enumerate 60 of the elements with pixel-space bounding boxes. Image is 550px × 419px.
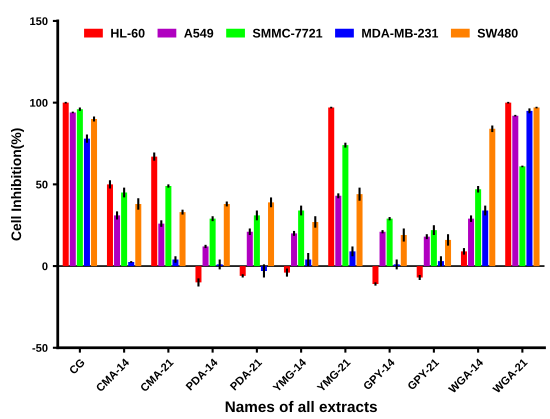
bar (128, 262, 134, 266)
bar (356, 194, 363, 266)
bar (246, 232, 253, 266)
bar (534, 108, 540, 266)
bar (195, 266, 202, 282)
bar (380, 232, 386, 266)
y-tick-label: 100 (30, 98, 48, 107)
legend-label: SW480 (478, 28, 518, 38)
bar (328, 108, 334, 266)
x-axis-title: Names of all extracts (226, 400, 377, 412)
bar (180, 212, 186, 266)
legend-label: SMMC-7721 (252, 28, 322, 38)
bar (62, 102, 69, 266)
bar (400, 235, 407, 266)
bar (298, 210, 304, 266)
bar (135, 204, 142, 266)
bar (291, 233, 298, 266)
y-tick-label: 0 (42, 262, 48, 270)
bar (519, 166, 526, 266)
y-tick-label: 50 (36, 180, 48, 188)
bar (430, 230, 437, 266)
legend-label: HL-60 (111, 28, 145, 38)
bar (335, 196, 342, 266)
legend-label: MDA-MB-231 (362, 28, 438, 38)
bar (526, 110, 532, 266)
bar (489, 128, 496, 266)
bar (482, 210, 488, 266)
bar (210, 218, 216, 266)
bar (468, 218, 474, 266)
x-tick-label: CG (68, 358, 86, 375)
bar (342, 145, 348, 266)
bar (416, 266, 423, 278)
bar (202, 246, 209, 266)
bar (312, 222, 318, 266)
bar (224, 204, 230, 266)
bar (372, 266, 378, 284)
legend-label: A549 (184, 28, 214, 38)
bar (158, 224, 164, 266)
bar (106, 184, 113, 266)
bar (165, 186, 172, 266)
y-tick-label: -50 (32, 344, 48, 352)
bar (76, 109, 83, 266)
bar (268, 202, 274, 266)
bar (70, 112, 76, 266)
bar (475, 189, 482, 266)
bar (84, 138, 90, 266)
bar (505, 102, 512, 266)
y-tick-label: 150 (30, 17, 48, 26)
bar (386, 218, 393, 266)
bar (121, 192, 128, 266)
bar (91, 118, 98, 266)
y-axis-title: Cell Inhibition(%) (10, 128, 24, 240)
bar (460, 251, 467, 266)
bar (512, 116, 518, 266)
bar (240, 266, 246, 276)
bar (445, 240, 452, 266)
bar (424, 236, 430, 266)
bar (254, 215, 260, 266)
bar (114, 215, 120, 266)
bar (151, 156, 158, 266)
